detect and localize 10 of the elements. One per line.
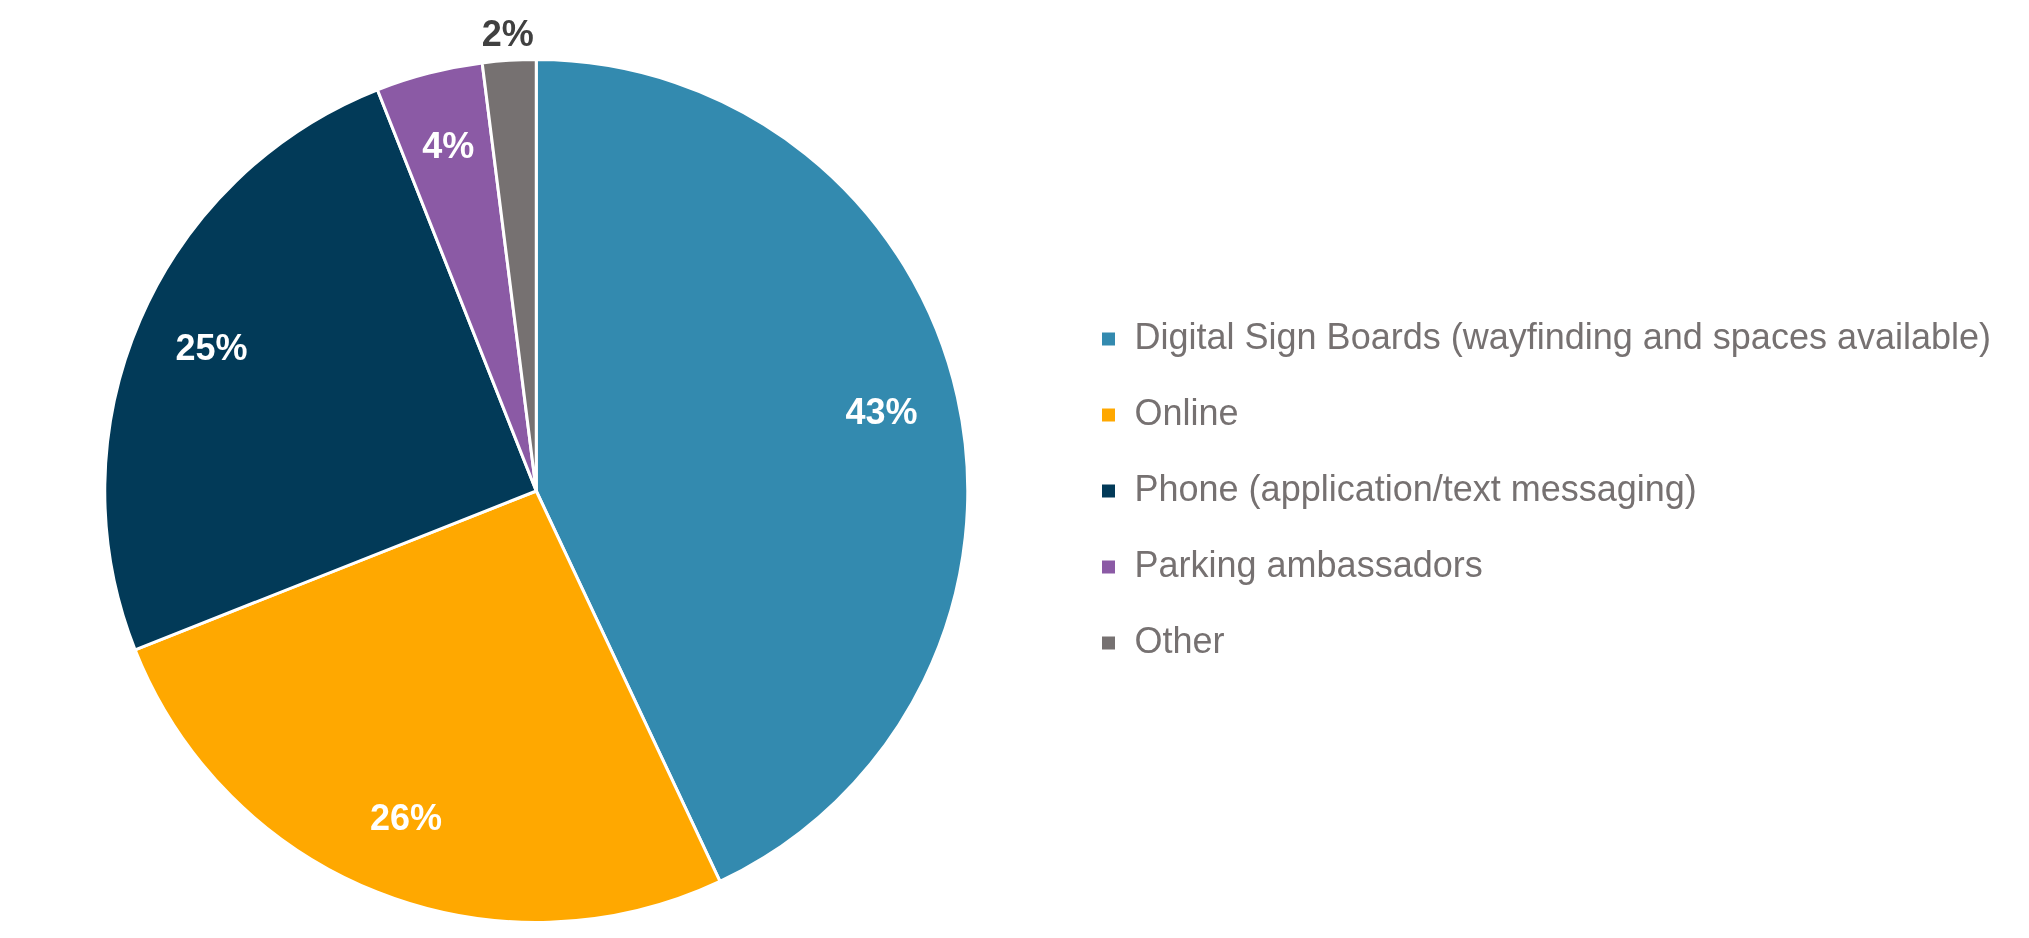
legend-label: Other — [1134, 619, 1225, 661]
legend-label: Parking ambassadors — [1134, 543, 1483, 585]
data-label: 26% — [369, 796, 443, 838]
legend-label: Phone (application/text messaging) — [1134, 467, 1697, 509]
data-label: 4% — [422, 125, 475, 167]
data-label: 25% — [175, 327, 248, 369]
legend-label: Digital Sign Boards (wayfinding and spaces available) — [1134, 315, 1992, 357]
data-label: 2% — [481, 13, 534, 55]
data-label: 43% — [845, 390, 918, 432]
legend-label: Online — [1134, 391, 1239, 433]
